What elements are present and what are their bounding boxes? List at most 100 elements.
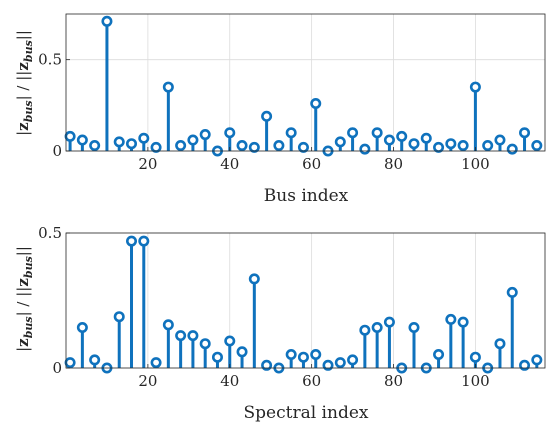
stem-marker [359, 143, 371, 155]
stem-marker [297, 351, 309, 363]
stem-marker [469, 81, 481, 93]
x-tick-label: 60 [302, 155, 321, 173]
stem-marker [101, 15, 113, 27]
stem-marker [175, 140, 187, 152]
bottom-plot-area [66, 233, 545, 368]
stem-marker [113, 136, 125, 148]
stem-marker [199, 338, 211, 350]
stem-marker [113, 311, 125, 323]
top-stems [64, 15, 543, 157]
stem-marker [494, 338, 506, 350]
stem-marker [297, 141, 309, 153]
bottom-axes-box [65, 232, 546, 369]
stem-marker [187, 134, 199, 146]
stem-marker [162, 319, 174, 331]
bottom-stems [64, 235, 543, 374]
stem-marker [150, 141, 162, 153]
stem-marker [199, 129, 211, 141]
stem-marker [126, 138, 138, 150]
top-subplot: 20 40 60 80 100 00.5 Bus index |zbus| / ||zb… [14, 13, 546, 206]
stem-marker [89, 140, 101, 152]
stem-marker [383, 316, 395, 328]
stem-marker [248, 141, 260, 153]
stem-marker [371, 127, 383, 139]
x-tick-label: 40 [220, 155, 239, 173]
stem-marker [64, 357, 76, 369]
stem-marker [359, 324, 371, 336]
stem-marker [347, 127, 359, 139]
bottom-y-ticks: 00.5 [38, 224, 70, 377]
stem-marker [383, 134, 395, 146]
stem-marker [396, 130, 408, 142]
stem-marker [273, 140, 285, 152]
x-tick-label: 80 [384, 155, 403, 173]
top-x-axis-label: Bus index [264, 186, 349, 206]
top-y-axis-label: |zbus| / ||zbus|| [14, 30, 35, 136]
stem-marker [89, 354, 101, 366]
bottom-x-ticks: 20 40 60 80 100 [138, 364, 490, 390]
x-tick-label: 20 [138, 155, 157, 173]
stem-marker [76, 321, 88, 333]
stem-marker [469, 351, 481, 363]
stem-marker [457, 316, 469, 328]
y-tick-label: 0.5 [38, 224, 62, 242]
stem-marker [347, 354, 359, 366]
stem-marker [408, 138, 420, 150]
stem-marker [236, 346, 248, 358]
stem-marker [285, 348, 297, 360]
stem-marker [433, 348, 445, 360]
stem-marker [236, 140, 248, 152]
stem-marker [334, 136, 346, 148]
stem-marker [162, 81, 174, 93]
stem-marker [310, 98, 322, 110]
stem-marker [175, 330, 187, 342]
top-plot-area [66, 14, 545, 151]
stem-marker [150, 357, 162, 369]
bottom-y-axis-label: |zbus| / ||zbus|| [14, 246, 35, 352]
stem-marker [420, 132, 432, 144]
stem-marker [408, 321, 420, 333]
stem-marker [76, 134, 88, 146]
stem-marker [457, 140, 469, 152]
stem-marker [519, 359, 531, 371]
stem-marker [506, 286, 518, 298]
stem-marker [433, 141, 445, 153]
stem-marker [322, 359, 334, 371]
bottom-subplot: 20 40 60 80 100 00.5 Spectral index |zbus| /… [14, 224, 546, 423]
top-y-ticks: 00.5 [38, 51, 70, 160]
y-tick-label: 0.5 [38, 51, 62, 69]
stem-marker [445, 138, 457, 150]
stem-marker [506, 143, 518, 155]
stem-marker [334, 357, 346, 369]
stem-marker [248, 273, 260, 285]
stem-marker [187, 330, 199, 342]
y-tick-label: 0 [52, 359, 62, 377]
stem-marker [482, 140, 494, 152]
x-tick-label: 80 [384, 372, 403, 390]
x-tick-label: 100 [461, 372, 490, 390]
stem-marker [224, 127, 236, 139]
x-tick-label: 40 [220, 372, 239, 390]
stem-marker [519, 127, 531, 139]
stem-marker [285, 127, 297, 139]
x-tick-label: 100 [461, 155, 490, 173]
stem-marker [531, 140, 543, 152]
stem-marker [224, 335, 236, 347]
y-tick-label: 0 [52, 142, 62, 160]
stem-marker [261, 359, 273, 371]
bottom-x-axis-label: Spectral index [244, 403, 369, 423]
stem-marker [445, 313, 457, 325]
stem-marker [494, 134, 506, 146]
stem-marker [261, 110, 273, 122]
stem-marker [138, 132, 150, 144]
stem-marker [126, 235, 138, 247]
stem-marker [531, 354, 543, 366]
stem-marker [371, 321, 383, 333]
stem-marker [310, 348, 322, 360]
stem-marker [211, 351, 223, 363]
top-axes-box [65, 13, 546, 152]
stem-marker [64, 130, 76, 142]
top-x-ticks: 20 40 60 80 100 [138, 147, 490, 173]
stem-marker [138, 235, 150, 247]
